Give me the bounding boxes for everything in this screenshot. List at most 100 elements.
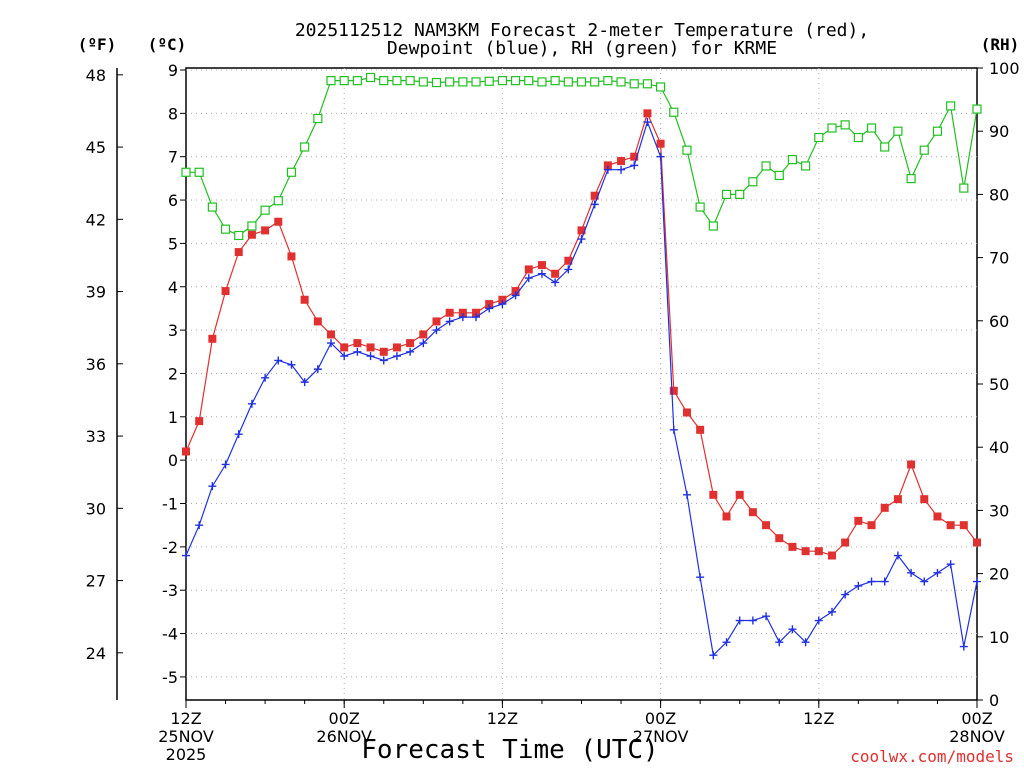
celsius-tick-label: 8 — [168, 104, 178, 123]
data-point — [379, 356, 388, 365]
x-tick-label: 27NOV — [633, 727, 689, 746]
data-point — [709, 651, 718, 660]
data-point — [576, 77, 587, 87]
data-point — [182, 551, 190, 560]
data-point — [352, 76, 362, 86]
data-point — [616, 77, 626, 87]
fahrenheit-tick-label: 39 — [86, 283, 106, 302]
data-point — [327, 330, 336, 339]
celsius-tick-label: 1 — [168, 408, 178, 427]
data-point — [392, 352, 401, 361]
fahrenheit-tick-label: 33 — [86, 427, 106, 446]
data-point — [682, 145, 692, 155]
data-point — [867, 521, 876, 530]
celsius-tick-label: 7 — [168, 148, 178, 167]
data-point — [656, 139, 665, 148]
data-point — [722, 638, 731, 647]
data-point — [748, 177, 758, 187]
data-point — [629, 79, 639, 89]
data-point — [365, 72, 376, 83]
data-point — [220, 224, 231, 234]
fahrenheit-tick-label: 45 — [86, 138, 106, 157]
fahrenheit-unit-label: (ºF) — [78, 35, 117, 54]
data-point — [524, 76, 534, 86]
data-point — [300, 142, 310, 152]
data-point — [339, 76, 349, 86]
data-point — [353, 347, 362, 356]
data-point — [695, 202, 705, 212]
data-point — [590, 191, 599, 200]
fahrenheit-tick-label: 48 — [86, 66, 106, 85]
data-point — [300, 295, 309, 304]
data-point — [933, 512, 942, 521]
data-point — [247, 221, 257, 231]
data-point — [340, 352, 349, 361]
data-point — [497, 76, 507, 86]
data-point — [866, 123, 877, 133]
rh-unit-label: (RH) — [981, 35, 1020, 54]
data-point — [762, 521, 771, 530]
data-point — [458, 313, 467, 322]
x-axis-label: Forecast Time (UTC) — [361, 735, 658, 765]
data-point — [313, 113, 323, 124]
celsius-tick-label: -3 — [162, 581, 178, 600]
data-point — [973, 577, 981, 586]
x-tick-label: 12Z — [803, 709, 834, 728]
series-line — [185, 111, 978, 557]
rh-tick-label: 40 — [989, 438, 1009, 457]
rh-tick-label: 20 — [989, 565, 1009, 584]
data-point — [379, 76, 389, 86]
data-point — [498, 300, 507, 309]
data-point — [577, 235, 586, 244]
data-point — [682, 490, 691, 499]
data-point — [696, 425, 705, 434]
data-point — [524, 265, 533, 274]
data-point — [827, 551, 836, 560]
data-point — [485, 304, 494, 313]
data-point — [893, 495, 902, 504]
data-point — [853, 132, 863, 143]
data-point — [392, 343, 401, 352]
gridlines — [186, 68, 977, 700]
data-point — [775, 534, 784, 543]
data-point — [286, 167, 297, 177]
data-point — [867, 577, 876, 586]
data-point — [406, 347, 415, 356]
data-point — [814, 547, 823, 556]
rh-tick-label: 0 — [989, 691, 999, 710]
data-point — [551, 278, 560, 287]
data-point — [221, 460, 230, 469]
data-point — [959, 521, 968, 530]
data-point — [748, 508, 757, 517]
data-point — [221, 287, 230, 296]
data-point — [774, 170, 784, 181]
data-point — [273, 196, 283, 206]
data-point — [207, 202, 217, 212]
data-point — [814, 132, 824, 143]
data-point — [735, 616, 744, 625]
data-point — [353, 339, 362, 348]
data-point — [537, 269, 546, 278]
data-point — [182, 447, 190, 456]
data-point — [748, 616, 757, 625]
data-point — [893, 551, 902, 560]
data-point — [194, 167, 204, 177]
data-point — [827, 607, 836, 616]
fahrenheit-tick-label: 30 — [86, 499, 106, 518]
data-point — [432, 326, 441, 335]
data-point — [841, 538, 850, 547]
x-tick-label: 26NOV — [316, 727, 372, 746]
data-point — [643, 118, 652, 127]
data-point — [550, 76, 560, 86]
celsius-tick-label: -2 — [162, 538, 178, 557]
data-point — [669, 107, 679, 117]
data-point — [655, 82, 666, 92]
x-tick-label: 25NOV — [158, 727, 214, 746]
data-point — [472, 308, 481, 317]
data-point — [234, 230, 244, 241]
data-point — [907, 568, 916, 577]
data-point — [590, 200, 599, 209]
fahrenheit-tick-label: 27 — [86, 572, 106, 591]
rh-tick-label: 10 — [989, 628, 1009, 647]
